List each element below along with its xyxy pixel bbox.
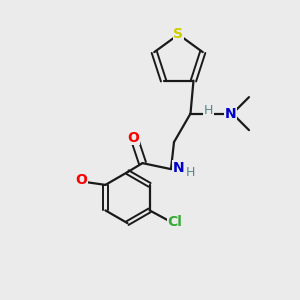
Text: S: S [173,28,184,41]
Text: N: N [173,160,184,175]
Text: O: O [76,173,87,188]
Text: Cl: Cl [168,215,182,230]
Text: N: N [225,106,237,121]
Text: O: O [128,130,140,145]
Text: H: H [204,104,213,117]
Text: H: H [186,166,195,178]
